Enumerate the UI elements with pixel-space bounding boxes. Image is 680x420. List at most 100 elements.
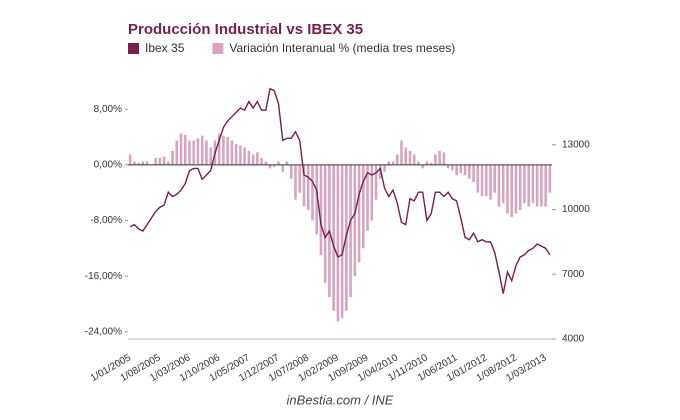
bar (158, 157, 162, 165)
bar (459, 164, 463, 174)
bar (400, 140, 403, 165)
bar (200, 135, 204, 165)
bar (493, 164, 497, 193)
bar (209, 147, 212, 165)
bar (404, 147, 407, 165)
bar (548, 164, 552, 193)
bar (188, 140, 191, 165)
bar (434, 154, 437, 165)
legend-label: Ibex 35 (145, 41, 185, 55)
bar (362, 164, 365, 249)
bar (497, 164, 501, 207)
y2-tick-label: 10000 (562, 204, 590, 215)
y2-tick-label: 4000 (562, 334, 585, 345)
bar (128, 154, 132, 165)
bar (387, 161, 391, 165)
y-tick-label: -24,00% (85, 326, 122, 337)
bar (289, 164, 293, 179)
bar (167, 161, 170, 165)
bar (264, 161, 268, 165)
bar (340, 164, 344, 318)
bar (485, 164, 488, 197)
bar (370, 164, 374, 221)
bar (137, 162, 140, 165)
bar (429, 162, 433, 165)
chart-title: Producción Industrial vs IBEX 35 (128, 21, 363, 38)
bar (357, 164, 361, 263)
bar (315, 164, 318, 235)
bar (425, 161, 429, 165)
bar (196, 138, 200, 165)
bar (273, 164, 276, 167)
bar (183, 134, 187, 165)
bar (527, 164, 530, 207)
bar (234, 143, 238, 165)
bar (171, 150, 174, 165)
bar (480, 164, 484, 197)
y-tick-label: -16,00% (85, 271, 122, 282)
bar (251, 154, 255, 165)
bar (455, 164, 458, 176)
legend-label: Variación Interanual % (media tres meses… (229, 41, 455, 55)
bar (451, 164, 454, 171)
bar (247, 150, 251, 165)
legend-swatch (128, 43, 139, 54)
bar (442, 152, 446, 165)
bar (302, 164, 306, 207)
bar (154, 157, 157, 165)
bar (476, 164, 480, 193)
bar (319, 164, 323, 256)
bar (489, 164, 492, 200)
bar (438, 150, 441, 165)
bar (463, 164, 467, 176)
bar (472, 164, 475, 183)
bar (179, 133, 183, 165)
bar (230, 140, 234, 165)
bar (294, 164, 297, 200)
bar (243, 147, 246, 165)
bar (217, 133, 221, 165)
y2-tick-label: 13000 (562, 139, 590, 150)
bar (323, 164, 327, 284)
bar (133, 161, 136, 165)
bar (281, 164, 285, 172)
bar (391, 161, 395, 165)
bar (540, 164, 543, 207)
bar (353, 164, 357, 277)
bar (192, 140, 195, 165)
y-tick-label: 8,00% (94, 104, 122, 115)
bar (268, 164, 272, 169)
bar (226, 137, 229, 165)
bar (501, 164, 505, 204)
bar (468, 164, 471, 179)
bar (298, 164, 301, 193)
bar (256, 152, 259, 165)
bar (311, 164, 314, 221)
bar (285, 161, 289, 165)
bar (535, 164, 539, 207)
bar (506, 164, 509, 214)
bar (277, 161, 280, 165)
bar (374, 164, 378, 200)
bar (349, 164, 352, 298)
bar (145, 161, 149, 165)
bar (336, 164, 340, 322)
bar (421, 164, 424, 169)
bar (175, 140, 179, 165)
bar (518, 164, 522, 211)
bar (332, 164, 335, 311)
bar (162, 156, 166, 165)
bar (379, 164, 382, 179)
line (129, 87, 551, 294)
bar (141, 161, 145, 165)
bar (395, 154, 399, 165)
bar (366, 164, 369, 231)
y-tick-label: 0,00% (94, 159, 122, 170)
bar (523, 164, 526, 204)
bar (239, 145, 242, 165)
bar (383, 164, 386, 172)
bar (514, 164, 518, 214)
bar (412, 154, 416, 165)
legend-swatch (212, 43, 224, 54)
